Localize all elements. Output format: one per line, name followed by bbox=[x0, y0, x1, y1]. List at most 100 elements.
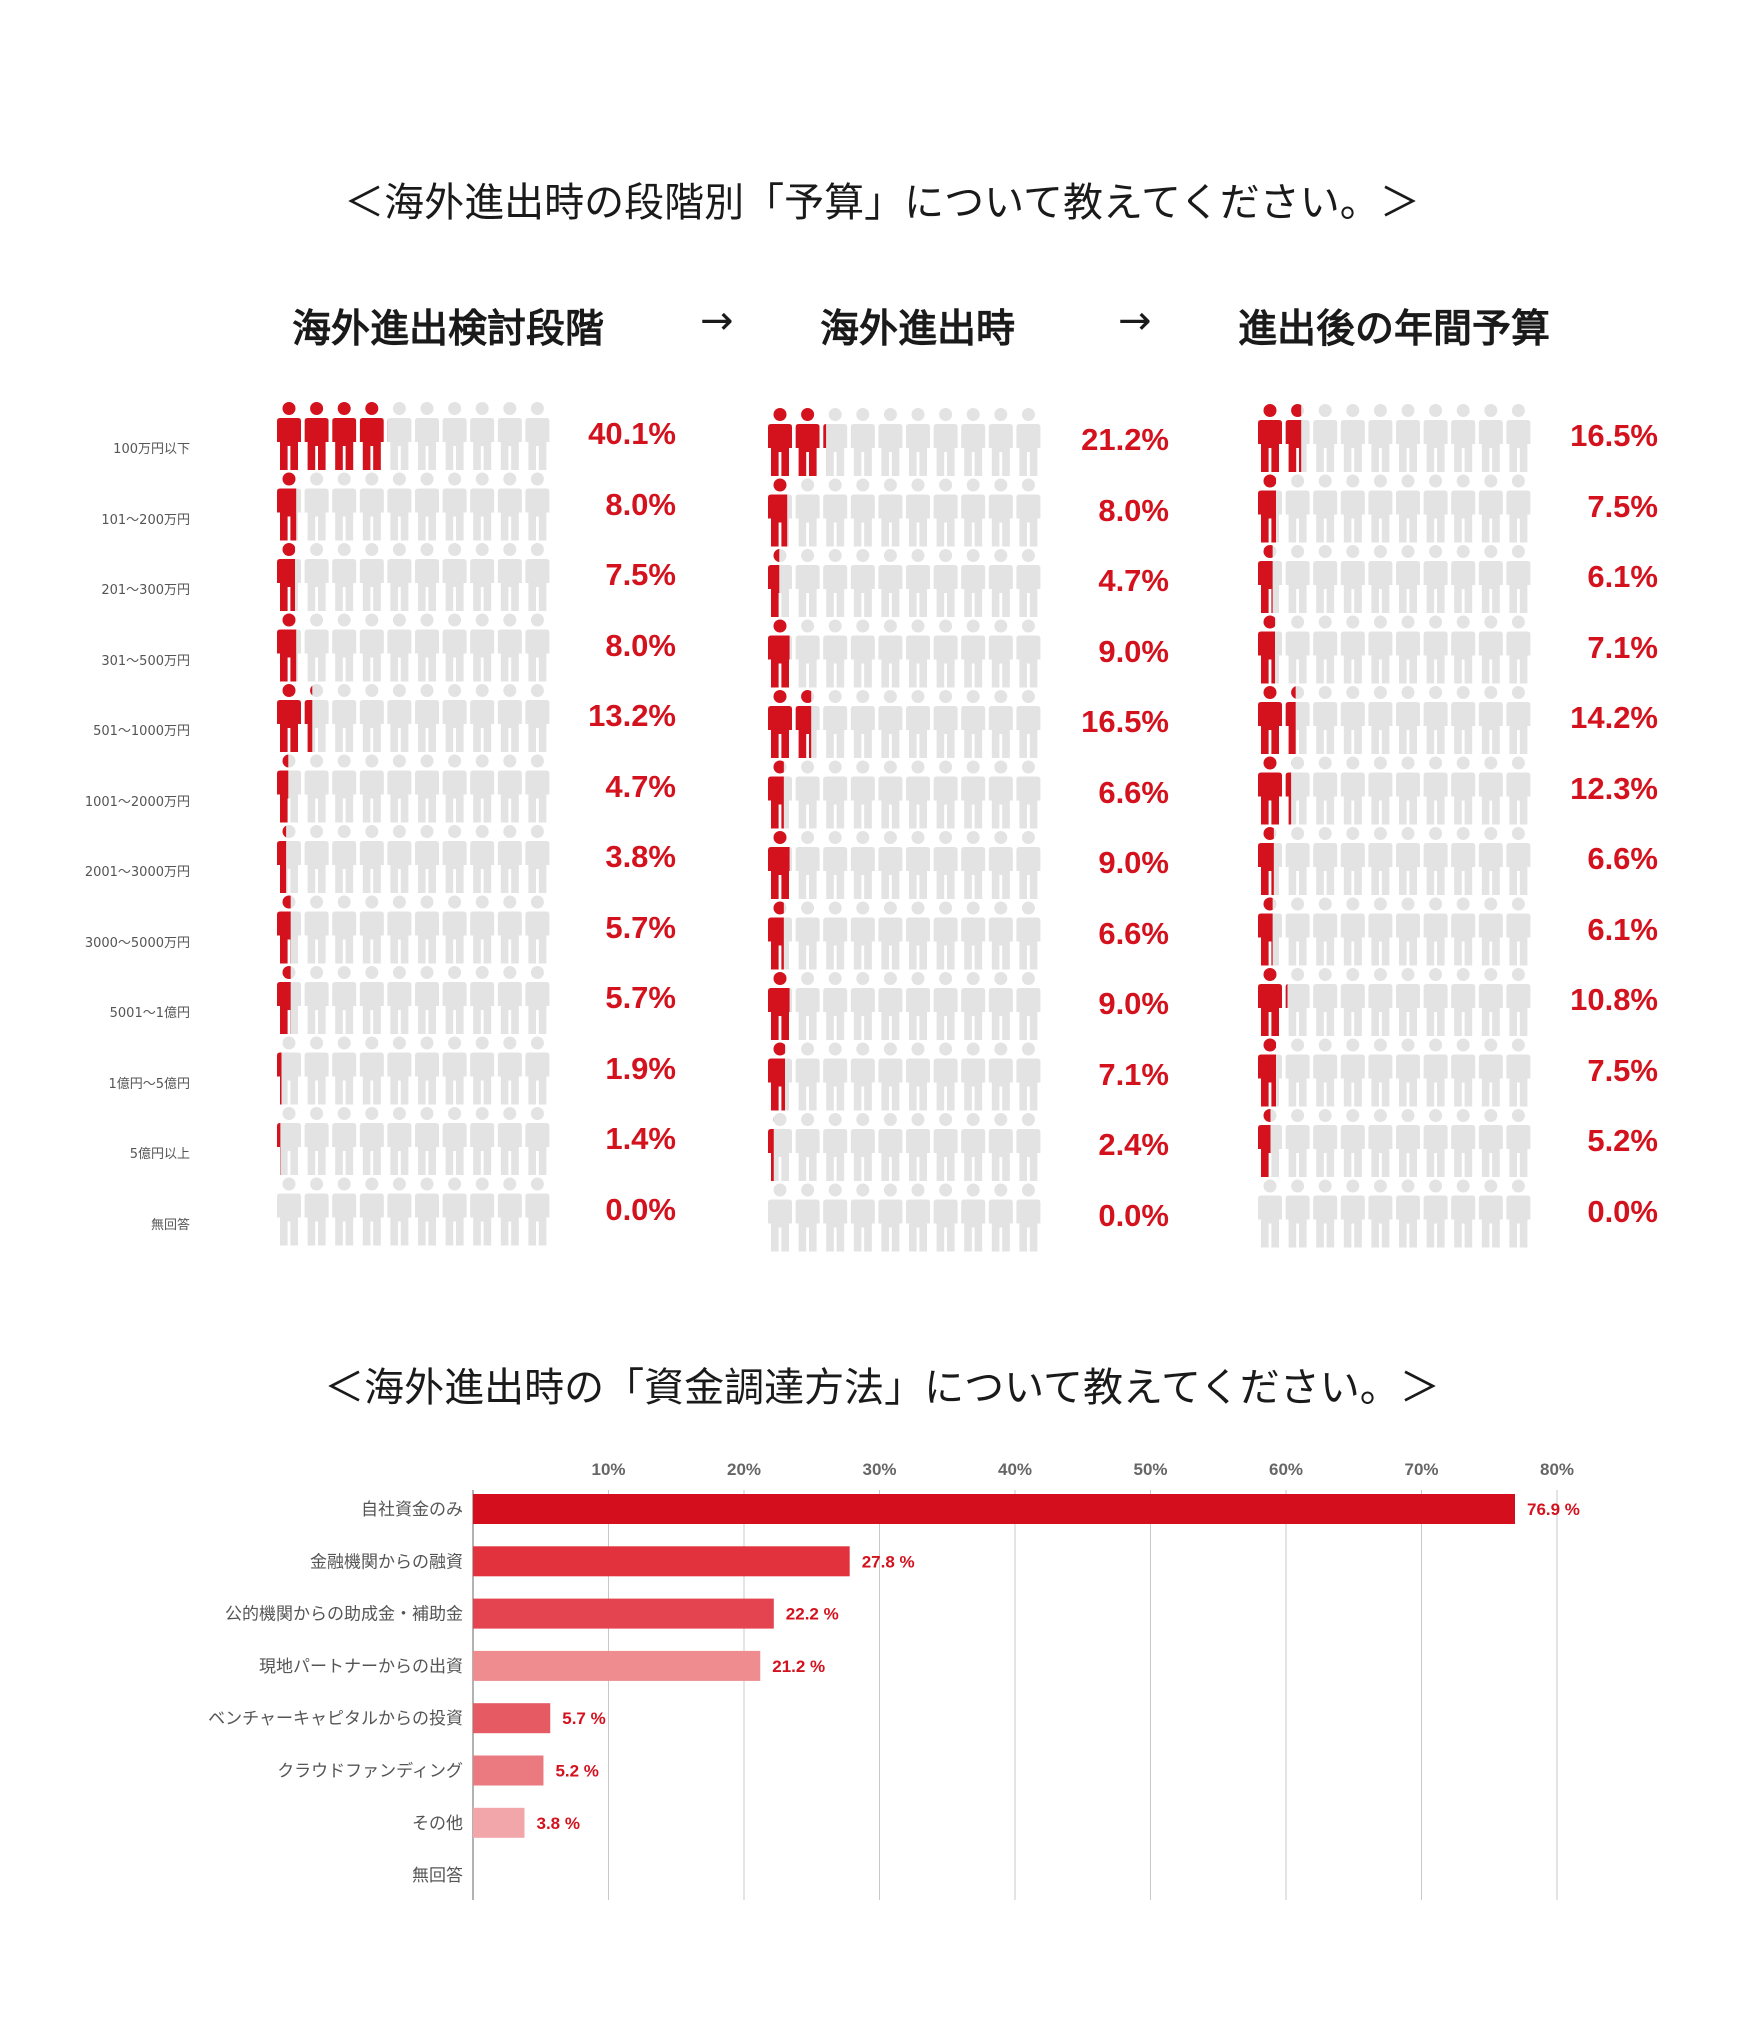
person-icon bbox=[1506, 1109, 1531, 1177]
person-icon bbox=[359, 613, 384, 682]
person-icon bbox=[823, 901, 848, 970]
percent-label: 7.5% bbox=[1587, 1052, 1658, 1088]
person-icon-filled bbox=[1258, 1109, 1282, 1177]
person-icon bbox=[304, 472, 329, 541]
person-icon bbox=[442, 825, 467, 893]
person-icon bbox=[1506, 545, 1531, 613]
person-icon bbox=[304, 966, 329, 1034]
person-icon bbox=[823, 478, 848, 547]
person-icon-filled bbox=[1258, 1038, 1282, 1107]
value-label: 76.9 % bbox=[1527, 1500, 1580, 1519]
category-label: 1001～2000万円 bbox=[84, 794, 190, 810]
arrow-icon: → bbox=[700, 298, 734, 344]
person-icon bbox=[1368, 474, 1393, 543]
person-icon bbox=[961, 1183, 986, 1252]
person-icon-filled bbox=[277, 472, 301, 541]
person-icon bbox=[359, 1107, 384, 1175]
person-icon bbox=[359, 543, 384, 611]
person-icon bbox=[795, 831, 820, 899]
percent-label: 13.2% bbox=[588, 698, 676, 733]
person-icon-filled bbox=[1258, 404, 1282, 472]
person-icon bbox=[1285, 545, 1310, 613]
person-icon bbox=[1451, 897, 1476, 966]
person-icon bbox=[442, 472, 467, 541]
x-tick-label: 70% bbox=[1404, 1460, 1438, 1479]
person-icon bbox=[850, 619, 875, 688]
percent-label: 16.5% bbox=[1570, 418, 1658, 453]
person-icon bbox=[525, 895, 550, 964]
person-icon bbox=[359, 895, 384, 964]
person-icon-filled bbox=[332, 402, 357, 470]
person-icon-filled bbox=[795, 690, 820, 758]
person-icon-filled bbox=[387, 402, 412, 470]
person-icon bbox=[415, 895, 439, 964]
person-icon-filled bbox=[359, 402, 384, 470]
person-icon bbox=[359, 1036, 384, 1105]
percent-label: 5.7% bbox=[605, 980, 676, 1015]
percent-label: 5.2% bbox=[1587, 1123, 1658, 1158]
person-icon bbox=[988, 1042, 1013, 1111]
person-icon-filled bbox=[277, 895, 301, 964]
person-icon bbox=[1396, 615, 1420, 684]
x-tick-label: 30% bbox=[862, 1460, 896, 1479]
person-icon bbox=[1506, 615, 1531, 684]
person-icon-filled bbox=[1285, 968, 1310, 1036]
person-icon-filled bbox=[768, 549, 792, 617]
percent-label: 7.1% bbox=[1098, 1056, 1169, 1092]
person-icon bbox=[933, 1183, 958, 1252]
person-icon bbox=[1506, 827, 1531, 895]
person-icon-filled bbox=[768, 478, 792, 547]
person-icon bbox=[359, 825, 384, 893]
person-icon bbox=[442, 966, 467, 1034]
category-label: 金融機関からの融資 bbox=[310, 1552, 463, 1572]
person-icon bbox=[878, 549, 903, 617]
person-icon bbox=[1313, 545, 1338, 613]
person-icon bbox=[795, 760, 820, 829]
value-label: 3.8 % bbox=[536, 1814, 579, 1833]
person-icon bbox=[359, 684, 384, 752]
person-icon bbox=[525, 543, 550, 611]
person-icon bbox=[850, 478, 875, 547]
person-icon bbox=[1478, 545, 1503, 613]
person-icon bbox=[988, 831, 1013, 899]
percent-label: 10.8% bbox=[1570, 982, 1658, 1017]
person-icon bbox=[1016, 1113, 1041, 1181]
person-icon bbox=[1258, 1179, 1282, 1248]
person-icon bbox=[470, 754, 495, 823]
person-icon bbox=[470, 966, 495, 1034]
person-icon bbox=[850, 408, 875, 476]
person-icon-filled bbox=[768, 619, 792, 688]
category-label: 現地パートナーからの出資 bbox=[259, 1657, 463, 1677]
person-icon bbox=[795, 549, 820, 617]
person-icon bbox=[850, 901, 875, 970]
person-icon bbox=[1285, 474, 1310, 543]
person-icon-filled bbox=[768, 1042, 792, 1111]
person-icon bbox=[525, 754, 550, 823]
person-icon bbox=[823, 1113, 848, 1181]
person-icon-filled bbox=[1258, 968, 1282, 1036]
value-label: 21.2 % bbox=[772, 1657, 825, 1676]
person-icon bbox=[525, 1177, 550, 1246]
person-icon bbox=[961, 690, 986, 758]
person-icon bbox=[988, 619, 1013, 688]
person-icon bbox=[1016, 408, 1041, 476]
person-icon bbox=[497, 1107, 522, 1175]
x-tick-label: 80% bbox=[1540, 1460, 1574, 1479]
person-icon bbox=[1451, 1038, 1476, 1107]
percent-label: 21.2% bbox=[1081, 422, 1169, 457]
person-icon bbox=[1423, 827, 1448, 895]
person-icon bbox=[1368, 1038, 1393, 1107]
person-icon bbox=[1478, 615, 1503, 684]
person-icon bbox=[850, 1042, 875, 1111]
person-icon bbox=[906, 760, 930, 829]
person-icon bbox=[415, 754, 439, 823]
person-icon bbox=[1396, 827, 1420, 895]
person-icon-filled bbox=[1258, 897, 1282, 966]
category-label: 3000～5000万円 bbox=[84, 935, 190, 951]
person-icon-filled bbox=[277, 966, 301, 1034]
person-icon-filled bbox=[304, 684, 329, 752]
person-icon bbox=[1506, 968, 1531, 1036]
person-icon bbox=[1396, 897, 1420, 966]
person-icon bbox=[497, 684, 522, 752]
person-icon bbox=[1340, 1109, 1365, 1177]
